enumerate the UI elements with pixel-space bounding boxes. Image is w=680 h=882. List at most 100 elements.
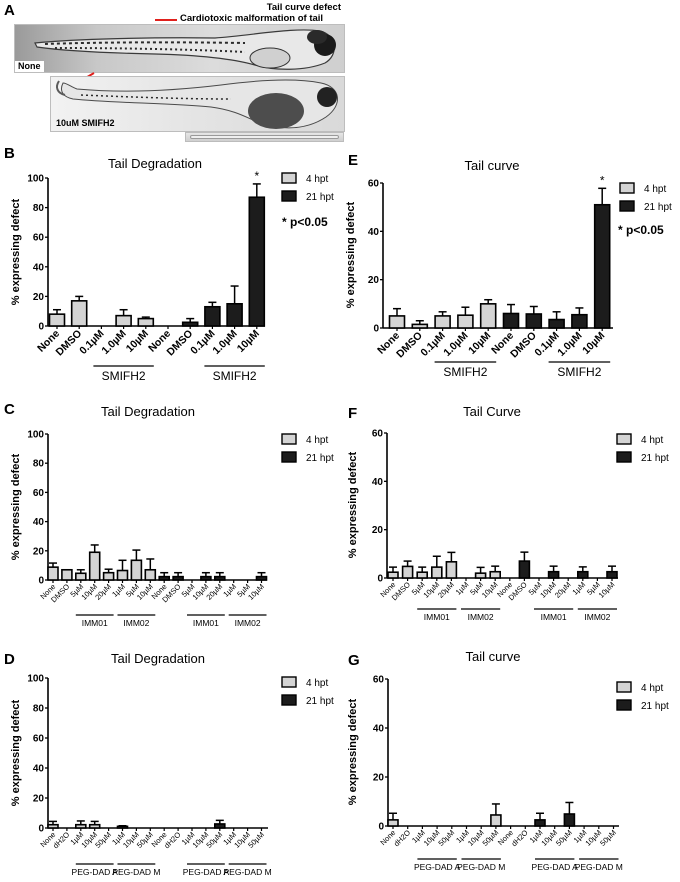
group-label-d: PEG-DAD M [112, 867, 160, 877]
legend-label-c-21hpt: 21 hpt [306, 453, 334, 464]
group-label-f: IMM01 [541, 612, 567, 622]
y-tick-label-d: 60 [33, 734, 45, 745]
group-label-g: PEG-DAD M [575, 862, 623, 872]
legend-label-g-21hpt: 21 hpt [641, 701, 669, 712]
legend-label-b-21hpt: 21 hpt [306, 192, 334, 203]
y-tick-label-d: 20 [33, 794, 45, 805]
legend-label-f-21hpt: 21 hpt [641, 453, 669, 464]
chart-title-c: Tail Degradation [101, 404, 195, 419]
bar-d-4hpt [75, 823, 87, 829]
legend-swatch-f-4hpt [616, 433, 632, 445]
y-tick-label-c: 40 [33, 517, 45, 528]
bar-f-4hpt [416, 571, 429, 579]
y-axis-label-g: % expressing defect [347, 698, 359, 805]
y-tick-label-e: 0 [373, 324, 379, 335]
significance-note-b: * p<0.05 [282, 215, 328, 229]
bar-f-4hpt [430, 566, 443, 579]
bar-f-21hpt [576, 570, 589, 579]
bar-e-21hpt [571, 313, 588, 329]
x-tick-label-e: DMSO [394, 330, 425, 361]
bar-d-4hpt [47, 823, 59, 829]
legend-swatch-f-21hpt [616, 451, 632, 463]
significance-asterisk-b: * [254, 169, 259, 183]
group-label-c: IMM02 [123, 618, 149, 628]
x-tick-label-d: 50µM [246, 830, 266, 850]
legend-swatch-d-4hpt [281, 676, 297, 688]
panel-letter-d: D [4, 651, 15, 668]
chart-title-b: Tail Degradation [108, 156, 202, 171]
bar-c-4hpt [47, 566, 59, 581]
bar-b-21hpt [181, 321, 199, 327]
bar-e-4hpt [411, 323, 429, 329]
chart-title-e: Tail curve [465, 158, 520, 173]
bar-c-4hpt [102, 571, 115, 581]
bar-f-4hpt [474, 572, 487, 579]
y-tick-label-f: 40 [372, 477, 384, 488]
y-tick-label-g: 60 [373, 675, 385, 686]
legend-label-g-4hpt: 4 hpt [641, 683, 663, 694]
legend-label-b-4hpt: 4 hpt [306, 174, 328, 185]
bar-e-21hpt [502, 312, 520, 329]
group-label-g: PEG-DAD A [414, 862, 461, 872]
group-label-e: SMIFH2 [443, 365, 487, 379]
bar-f-4hpt [489, 570, 502, 579]
x-tick-label-b: 10µM [124, 327, 151, 354]
panel-letter-c: C [4, 401, 15, 418]
panel-letter-g: G [348, 652, 360, 669]
y-tick-label-c: 80 [33, 459, 45, 470]
x-tick-label-e: DMSO [508, 330, 539, 361]
x-tick-label-e: 10µM [580, 329, 607, 356]
group-label-d: PEG-DAD A [72, 867, 119, 877]
x-tick-label-e: 1.0µM [441, 329, 470, 358]
legend-label-f-4hpt: 4 hpt [641, 435, 663, 446]
bar-d-4hpt [116, 825, 129, 829]
zebrafish-image-control: None [14, 24, 345, 73]
bar-c-4hpt [144, 568, 157, 581]
y-tick-label-c: 60 [33, 488, 45, 499]
bar-g-4hpt [387, 819, 399, 827]
bar-b-21hpt [226, 302, 243, 327]
x-tick-label-e: 1.0µM [555, 329, 584, 358]
legend-label-d-21hpt: 21 hpt [306, 696, 334, 707]
x-tick-label-b: 1.0µM [210, 327, 239, 356]
bar-b-4hpt [115, 314, 132, 327]
bar-f-21hpt [547, 570, 560, 579]
bar-f-21hpt [606, 570, 618, 579]
group-label-e: SMIFH2 [557, 365, 601, 379]
bar-d-4hpt [88, 823, 101, 829]
y-tick-label-c: 20 [33, 546, 45, 557]
bar-c-4hpt [88, 551, 101, 581]
legend-label-e-4hpt: 4 hpt [644, 184, 666, 195]
y-axis-label-f: % expressing defect [347, 451, 359, 558]
group-label-b: SMIFH2 [213, 369, 257, 383]
zebrafish-smifh2-drawing [56, 79, 338, 129]
y-axis-label-d: % expressing defect [10, 699, 22, 806]
x-tick-label-f: 1µM [454, 580, 471, 597]
bar-c-21hpt [214, 575, 226, 581]
group-label-b: SMIFH2 [102, 369, 146, 383]
group-label-d: PEG-DAD M [224, 867, 272, 877]
group-label-f: IMM02 [468, 612, 494, 622]
bar-c-21hpt [255, 575, 268, 581]
group-label-f: IMM01 [424, 612, 450, 622]
y-tick-label-d: 80 [33, 704, 45, 715]
y-tick-label-g: 40 [373, 724, 385, 735]
bar-f-4hpt [445, 561, 458, 579]
panel-letter-e: E [348, 152, 358, 169]
legend-title: Tail curve defect [266, 2, 341, 13]
x-tick-label-b: 10µM [235, 327, 262, 354]
group-label-c: IMM02 [235, 618, 261, 628]
bar-e-4hpt [457, 314, 474, 329]
group-label-c: IMM01 [193, 618, 219, 628]
bar-g-4hpt [490, 814, 502, 827]
bar-e-4hpt [434, 315, 451, 329]
bar-b-21hpt [248, 196, 266, 327]
x-tick-label-b: 1.0µM [99, 327, 128, 356]
y-tick-label-b: 20 [33, 292, 45, 303]
legend-item-cardiotoxic: Cardiotoxic malformation of tail [180, 13, 324, 24]
bar-g-21hpt [563, 813, 576, 827]
panel-letter-f: F [348, 405, 357, 422]
legend-swatch-e-21hpt [619, 200, 635, 212]
chart-title-f: Tail Curve [463, 404, 521, 419]
y-tick-label-d: 100 [27, 674, 44, 685]
